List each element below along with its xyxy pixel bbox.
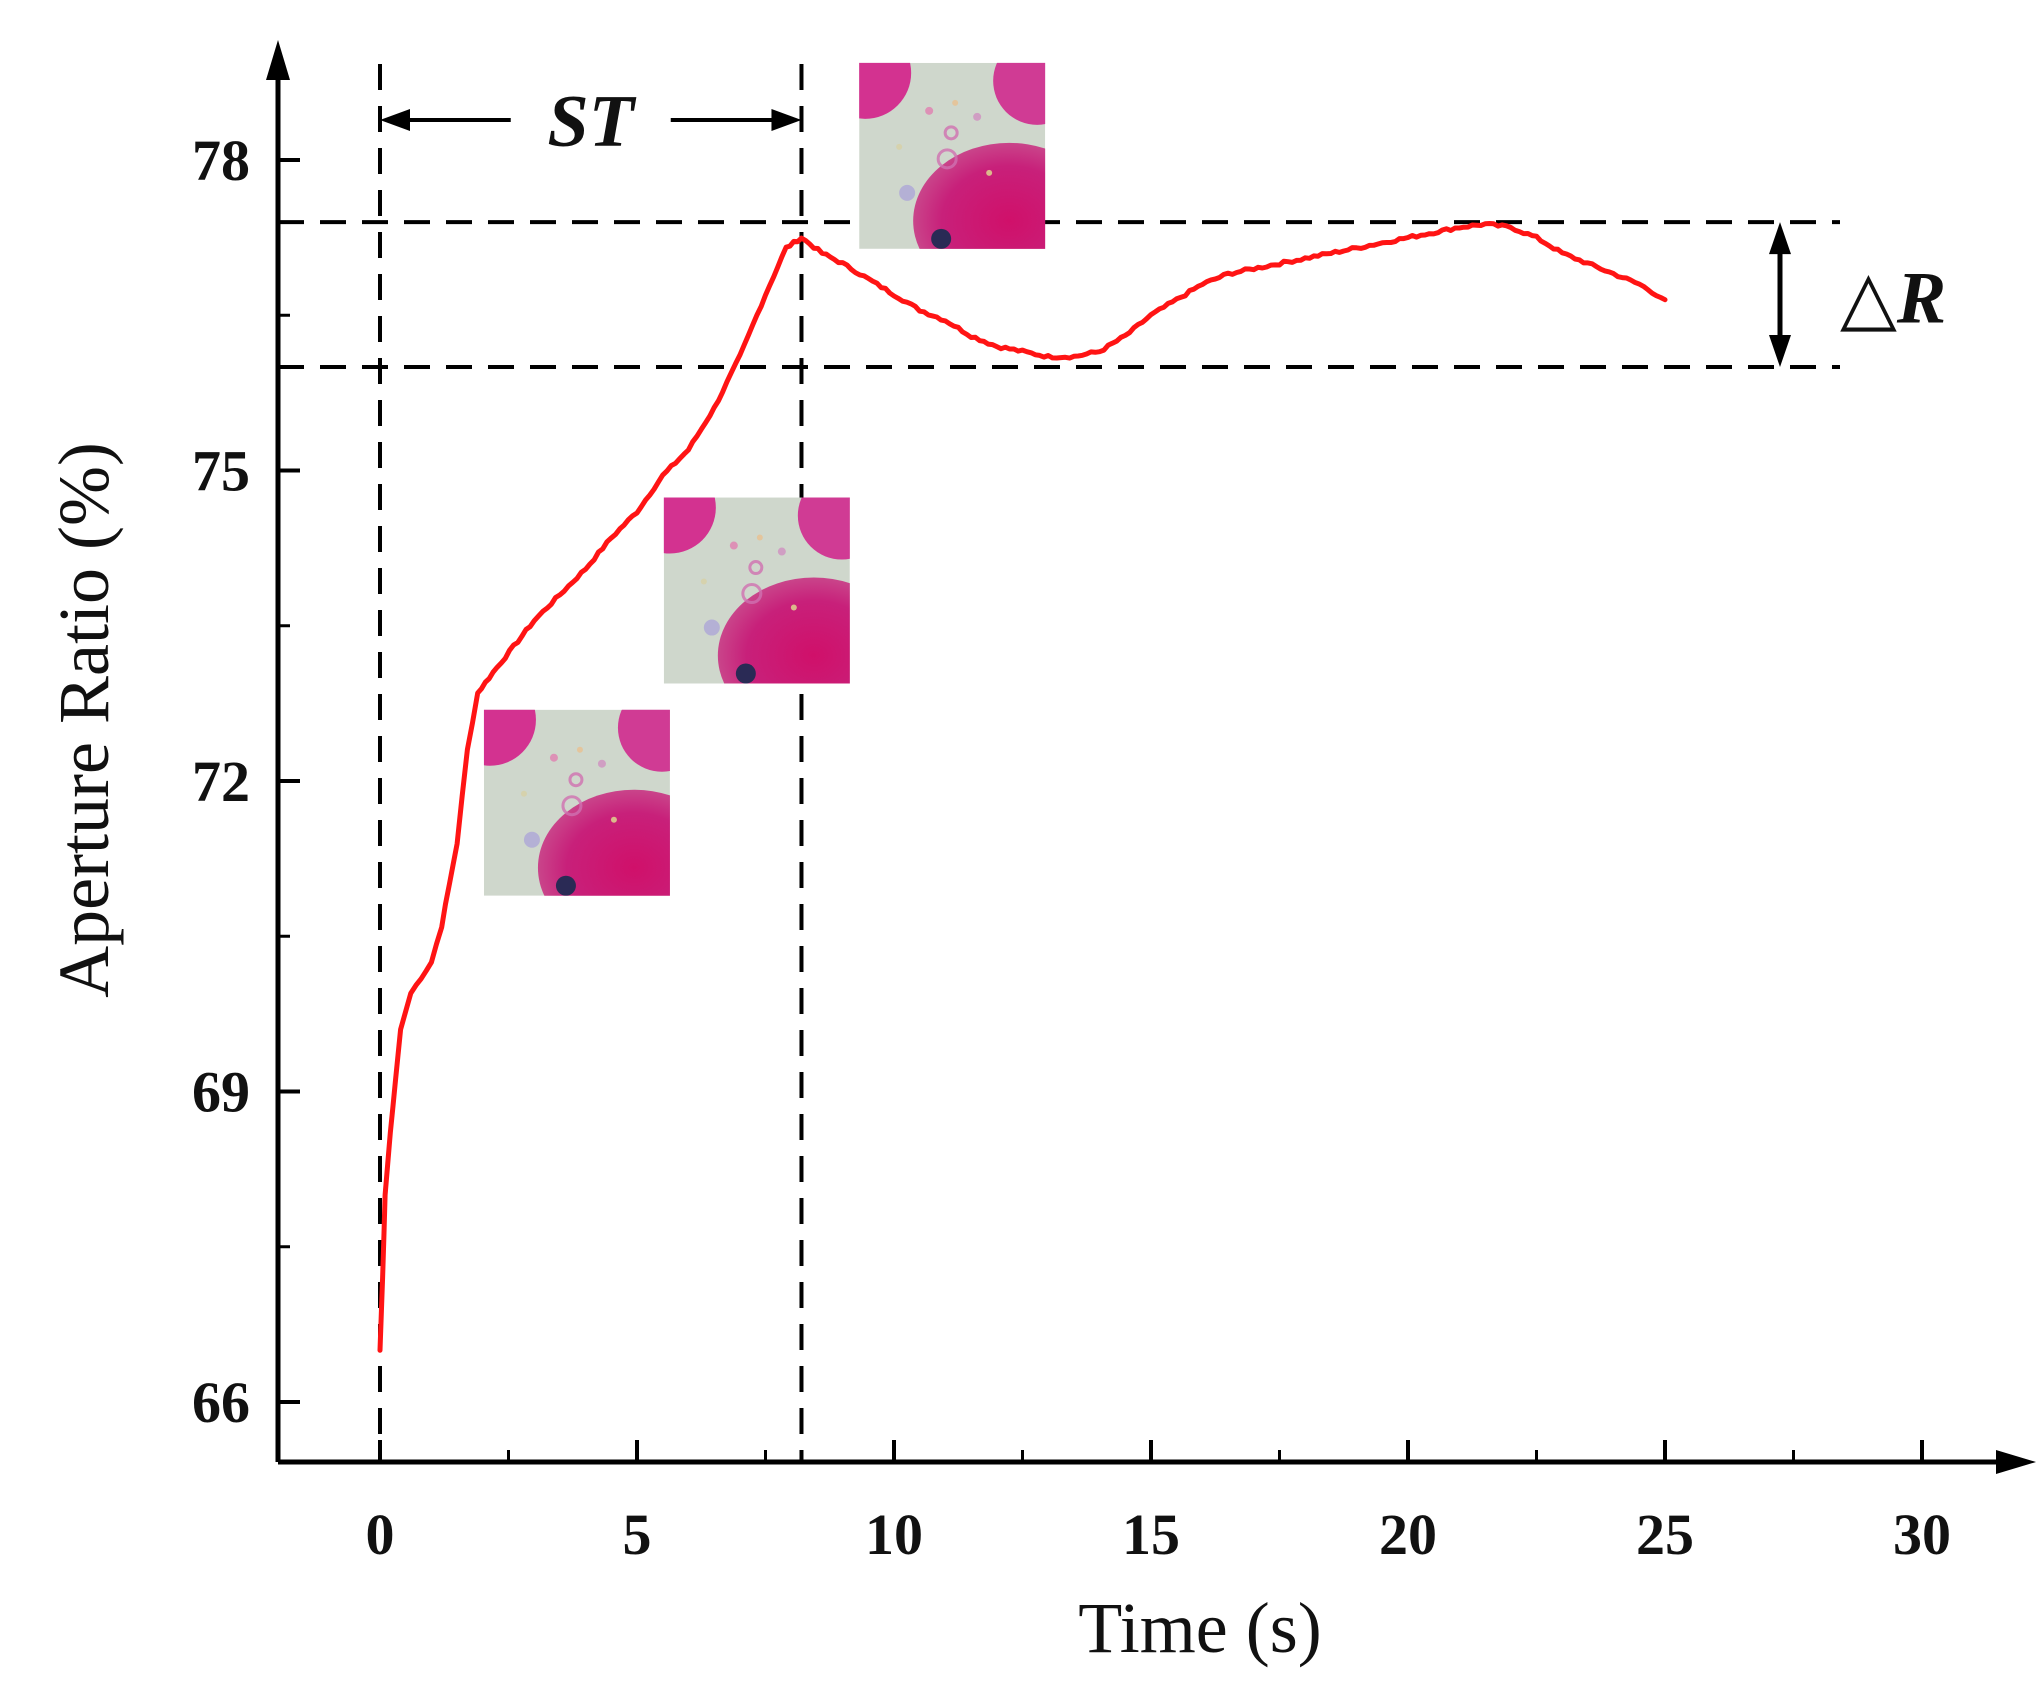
y-axis-ticks: 66 69 72 75 78 <box>192 128 300 1435</box>
x-tick-label: 5 <box>623 1502 652 1567</box>
x-tick-label: 25 <box>1636 1502 1694 1567</box>
x-tick-label: 15 <box>1122 1502 1180 1567</box>
y-tick-label: 75 <box>192 439 250 504</box>
y-tick-label: 72 <box>192 749 250 814</box>
y-axis-arrow <box>266 40 290 80</box>
inset-images <box>444 27 1105 946</box>
st-arrow-right-head <box>771 109 802 131</box>
x-axis-arrow <box>1996 1450 2036 1474</box>
delta-r-arrow-bottom-head <box>1769 335 1791 367</box>
st-annotation: ST <box>380 81 802 163</box>
y-axis-title: Aperture Ratio (%) <box>44 442 124 998</box>
st-label: ST <box>548 81 637 163</box>
delta-r-symbol: △ <box>1840 258 1897 340</box>
delta-r-label: △R <box>1840 258 1946 340</box>
delta-r-letter: R <box>1896 258 1946 340</box>
x-axis-title: Time (s) <box>1078 1588 1321 1668</box>
delta-r-arrow-top-head <box>1769 222 1791 255</box>
inset-image-content <box>624 462 910 734</box>
inset-image <box>819 27 1105 299</box>
y-tick-label: 69 <box>192 1060 250 1125</box>
inset-image-content <box>819 27 1105 299</box>
y-tick-label: 66 <box>192 1370 250 1435</box>
inset-image <box>624 462 910 734</box>
y-tick-label: 78 <box>192 128 250 193</box>
st-arrow-left-head <box>380 109 410 131</box>
series-line-aperture-ratio <box>377 221 1668 1353</box>
x-tick-label: 0 <box>366 1502 395 1567</box>
inset-image-content <box>444 674 730 946</box>
reference-lines <box>278 64 1840 1462</box>
inset-image <box>444 674 730 946</box>
x-tick-label: 30 <box>1893 1502 1951 1567</box>
x-axis-ticks: 0 5 10 15 20 25 30 <box>366 1440 1951 1567</box>
x-tick-label: 10 <box>865 1502 923 1567</box>
delta-r-annotation: △R <box>1769 222 1946 367</box>
x-tick-label: 20 <box>1379 1502 1437 1567</box>
